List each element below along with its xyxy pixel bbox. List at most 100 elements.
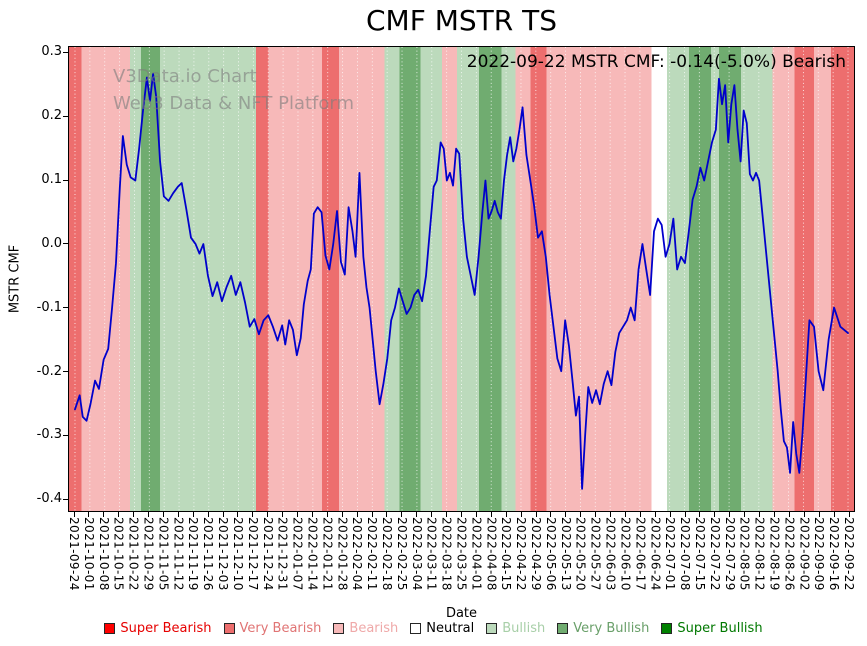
x-tick-label: 2022-06-17	[633, 517, 648, 591]
y-tick-mark	[63, 179, 68, 181]
x-tick-label: 2021-11-19	[186, 517, 201, 591]
y-tick-label: -0.4	[36, 491, 62, 507]
legend-swatch-super-bearish	[104, 623, 116, 634]
legend-label-bearish: Bearish	[349, 621, 399, 636]
chart-canvas	[69, 47, 854, 511]
legend-item-very-bearish: Very Bearish	[223, 621, 322, 636]
legend-item-very-bullish: Very Bullish	[557, 621, 649, 636]
band-bullish	[501, 47, 516, 511]
x-tick-mark	[311, 512, 313, 517]
x-tick-label: 2022-06-24	[648, 517, 663, 591]
legend-item-bearish: Bearish	[333, 621, 398, 636]
band-very-bearish	[69, 47, 82, 511]
x-tick-mark	[267, 512, 269, 517]
y-tick-label: 0.0	[41, 235, 62, 251]
x-tick-mark	[162, 512, 164, 517]
y-tick-label: 0.1	[41, 172, 62, 188]
x-tick-label: 2022-06-03	[603, 517, 618, 591]
band-bullish	[667, 47, 690, 511]
x-tick-label: 2021-10-22	[126, 517, 141, 591]
band-very-bearish	[831, 47, 854, 511]
legend-label-very-bullish: Very Bullish	[573, 621, 650, 636]
band-bearish	[339, 47, 385, 511]
x-tick-label: 2022-04-08	[484, 517, 499, 591]
x-tick-mark	[550, 512, 552, 517]
x-tick-mark	[222, 512, 224, 517]
x-tick-mark	[744, 512, 746, 517]
band-very-bearish	[794, 47, 814, 511]
x-tick-mark	[833, 512, 835, 517]
x-tick-label: 2021-11-12	[171, 517, 186, 591]
x-tick-mark	[133, 512, 135, 517]
x-tick-label: 2022-03-25	[454, 517, 469, 591]
y-tick-label: -0.3	[36, 427, 62, 443]
x-tick-mark	[684, 512, 686, 517]
x-tick-label: 2022-08-12	[752, 517, 767, 591]
x-tick-label: 2022-04-29	[529, 517, 544, 591]
x-tick-label: 2022-09-16	[827, 517, 842, 591]
x-tick-label: 2022-02-18	[379, 517, 394, 591]
x-tick-mark	[773, 512, 775, 517]
x-tick-mark	[118, 512, 120, 517]
x-tick-label: 2021-12-31	[275, 517, 290, 591]
x-tick-label: 2021-10-29	[141, 517, 156, 591]
legend-label-bullish: Bullish	[502, 621, 546, 636]
x-tick-mark	[729, 512, 731, 517]
band-bullish	[456, 47, 479, 511]
band-very-bullish	[718, 47, 741, 511]
x-tick-label: 2021-12-10	[230, 517, 245, 591]
x-tick-mark	[788, 512, 790, 517]
x-tick-mark	[103, 512, 105, 517]
x-tick-mark	[565, 512, 567, 517]
x-tick-label: 2022-03-04	[409, 517, 424, 591]
legend-label-super-bearish: Super Bearish	[120, 621, 212, 636]
x-tick-label: 2022-04-15	[499, 517, 514, 591]
y-tick-mark	[63, 498, 68, 500]
band-bearish	[546, 47, 652, 511]
legend-swatch-very-bullish	[557, 623, 569, 634]
x-tick-label: 2022-09-02	[797, 517, 812, 591]
x-tick-label: 2021-12-24	[260, 517, 275, 591]
x-tick-mark	[595, 512, 597, 517]
x-tick-label: 2021-12-17	[245, 517, 260, 591]
band-bullish	[384, 47, 400, 511]
x-tick-mark	[386, 512, 388, 517]
band-bearish	[813, 47, 832, 511]
x-tick-mark	[148, 512, 150, 517]
legend-swatch-very-bearish	[223, 623, 235, 634]
x-tick-label: 2022-05-27	[588, 517, 603, 591]
band-very-bullish	[689, 47, 712, 511]
x-tick-mark	[490, 512, 492, 517]
cmf-line	[74, 72, 849, 490]
x-tick-label: 2022-09-09	[812, 517, 827, 591]
y-tick-mark	[63, 115, 68, 117]
band-bearish	[81, 47, 131, 511]
x-tick-label: 2021-11-26	[201, 517, 216, 591]
x-tick-mark	[699, 512, 701, 517]
legend-label-very-bearish: Very Bearish	[239, 621, 322, 636]
x-tick-label: 2022-07-01	[663, 517, 678, 591]
legend-item-neutral: Neutral	[410, 621, 474, 636]
x-tick-label: 2021-12-03	[216, 517, 231, 591]
x-tick-label: 2022-02-11	[365, 517, 380, 591]
band-very-bearish	[530, 47, 547, 511]
y-tick-label: 0.3	[41, 44, 62, 60]
x-tick-mark	[431, 512, 433, 517]
x-tick-label: 2022-05-13	[558, 517, 573, 591]
legend-swatch-super-bullish	[661, 623, 673, 634]
latest-value-annotation: 2022-09-22 MSTR CMF: -0.14(-5.0%) Bearis…	[466, 52, 846, 72]
x-tick-mark	[848, 512, 850, 517]
x-tick-label: 2022-02-25	[394, 517, 409, 591]
legend: Super Bearish Very Bearish Bearish Neutral B…	[0, 621, 867, 636]
x-tick-label: 2021-09-24	[67, 517, 81, 591]
x-tick-mark	[356, 512, 358, 517]
band-bearish	[441, 47, 457, 511]
x-tick-label: 2022-03-11	[424, 517, 439, 591]
x-tick-mark	[192, 512, 194, 517]
band-bearish	[268, 47, 322, 511]
y-tick-label: 0.2	[41, 108, 62, 124]
x-tick-mark	[177, 512, 179, 517]
x-tick-mark	[610, 512, 612, 517]
x-tick-label: 2022-07-29	[722, 517, 737, 591]
x-tick-mark	[520, 512, 522, 517]
